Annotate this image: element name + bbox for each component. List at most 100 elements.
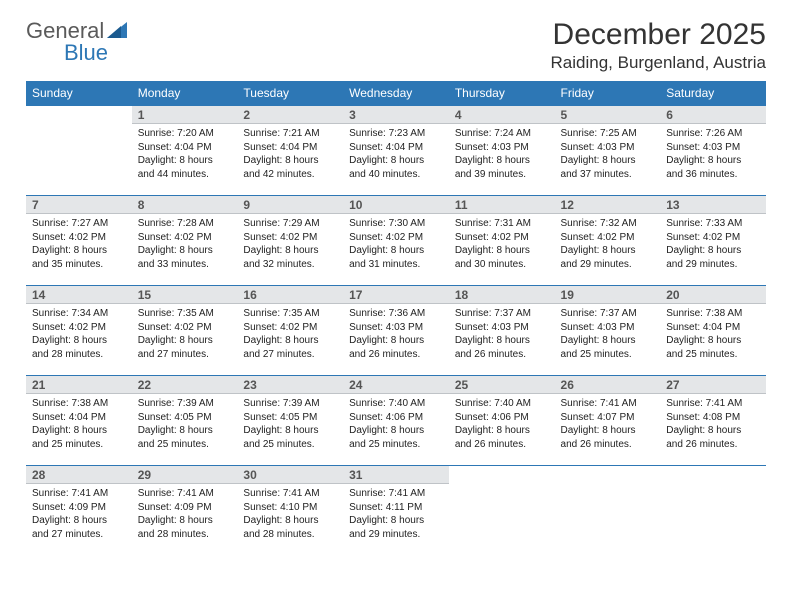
day-number: 18	[449, 286, 555, 303]
sunset-line: Sunset: 4:06 PM	[455, 411, 549, 425]
sunset-line: Sunset: 4:02 PM	[666, 231, 760, 245]
sunset-line: Sunset: 4:03 PM	[455, 321, 549, 335]
day-number: 16	[237, 286, 343, 303]
day-number: 30	[237, 466, 343, 483]
calendar-day-cell: 8Sunrise: 7:28 AMSunset: 4:02 PMDaylight…	[132, 196, 238, 286]
day-body: Sunrise: 7:33 AMSunset: 4:02 PMDaylight:…	[660, 214, 766, 273]
calendar-day-cell: 4Sunrise: 7:24 AMSunset: 4:03 PMDaylight…	[449, 106, 555, 196]
day-number-bar: 13	[660, 196, 766, 214]
day-number: 1	[132, 106, 238, 123]
calendar-day-cell: 30Sunrise: 7:41 AMSunset: 4:10 PMDayligh…	[237, 466, 343, 556]
sunrise-line: Sunrise: 7:38 AM	[666, 307, 760, 321]
calendar-week-row: 14Sunrise: 7:34 AMSunset: 4:02 PMDayligh…	[26, 286, 766, 376]
calendar-day-cell: 9Sunrise: 7:29 AMSunset: 4:02 PMDaylight…	[237, 196, 343, 286]
day-number-bar: 26	[555, 376, 661, 394]
sunrise-line: Sunrise: 7:25 AM	[561, 127, 655, 141]
day-number-bar: 15	[132, 286, 238, 304]
day-number: 10	[343, 196, 449, 213]
calendar-day-cell: 13Sunrise: 7:33 AMSunset: 4:02 PMDayligh…	[660, 196, 766, 286]
day-body: Sunrise: 7:21 AMSunset: 4:04 PMDaylight:…	[237, 124, 343, 183]
weekday-header: Wednesday	[343, 81, 449, 106]
day-body: Sunrise: 7:41 AMSunset: 4:08 PMDaylight:…	[660, 394, 766, 453]
sunrise-line: Sunrise: 7:40 AM	[349, 397, 443, 411]
sunset-line: Sunset: 4:02 PM	[32, 321, 126, 335]
calendar-day-cell: 22Sunrise: 7:39 AMSunset: 4:05 PMDayligh…	[132, 376, 238, 466]
location: Raiding, Burgenland, Austria	[551, 53, 766, 73]
day-body: Sunrise: 7:41 AMSunset: 4:10 PMDaylight:…	[237, 484, 343, 543]
daylight-line: Daylight: 8 hours and 25 minutes.	[349, 424, 443, 451]
sunrise-line: Sunrise: 7:41 AM	[666, 397, 760, 411]
day-number-bar: 1	[132, 106, 238, 124]
day-number-bar: 17	[343, 286, 449, 304]
day-number-bar: 25	[449, 376, 555, 394]
month-title: December 2025	[551, 18, 766, 51]
sunrise-line: Sunrise: 7:38 AM	[32, 397, 126, 411]
sunset-line: Sunset: 4:03 PM	[561, 321, 655, 335]
calendar-day-cell: 23Sunrise: 7:39 AMSunset: 4:05 PMDayligh…	[237, 376, 343, 466]
daylight-line: Daylight: 8 hours and 27 minutes.	[138, 334, 232, 361]
sunrise-line: Sunrise: 7:41 AM	[349, 487, 443, 501]
sunset-line: Sunset: 4:02 PM	[32, 231, 126, 245]
day-number: 15	[132, 286, 238, 303]
calendar-week-row: 1Sunrise: 7:20 AMSunset: 4:04 PMDaylight…	[26, 106, 766, 196]
weekday-header-row: Sunday Monday Tuesday Wednesday Thursday…	[26, 81, 766, 106]
sunrise-line: Sunrise: 7:20 AM	[138, 127, 232, 141]
daylight-line: Daylight: 8 hours and 29 minutes.	[666, 244, 760, 271]
day-number: 13	[660, 196, 766, 213]
calendar-day-cell: 3Sunrise: 7:23 AMSunset: 4:04 PMDaylight…	[343, 106, 449, 196]
day-number: 7	[26, 196, 132, 213]
daylight-line: Daylight: 8 hours and 26 minutes.	[349, 334, 443, 361]
daylight-line: Daylight: 8 hours and 39 minutes.	[455, 154, 549, 181]
weekday-header: Friday	[555, 81, 661, 106]
calendar-day-cell: 2Sunrise: 7:21 AMSunset: 4:04 PMDaylight…	[237, 106, 343, 196]
sunset-line: Sunset: 4:02 PM	[243, 231, 337, 245]
weekday-header: Sunday	[26, 81, 132, 106]
calendar-day-cell: 28Sunrise: 7:41 AMSunset: 4:09 PMDayligh…	[26, 466, 132, 556]
day-number-bar: 11	[449, 196, 555, 214]
sunrise-line: Sunrise: 7:37 AM	[455, 307, 549, 321]
sunset-line: Sunset: 4:07 PM	[561, 411, 655, 425]
day-number-bar: 8	[132, 196, 238, 214]
day-number: 23	[237, 376, 343, 393]
day-number-bar: 27	[660, 376, 766, 394]
day-number-bar: 21	[26, 376, 132, 394]
day-body: Sunrise: 7:28 AMSunset: 4:02 PMDaylight:…	[132, 214, 238, 273]
day-number: 6	[660, 106, 766, 123]
calendar-day-cell: 19Sunrise: 7:37 AMSunset: 4:03 PMDayligh…	[555, 286, 661, 376]
day-number-bar: 12	[555, 196, 661, 214]
day-number-bar: 3	[343, 106, 449, 124]
sunset-line: Sunset: 4:03 PM	[666, 141, 760, 155]
sunset-line: Sunset: 4:02 PM	[455, 231, 549, 245]
calendar-day-cell: 31Sunrise: 7:41 AMSunset: 4:11 PMDayligh…	[343, 466, 449, 556]
sunset-line: Sunset: 4:09 PM	[138, 501, 232, 515]
day-number: 24	[343, 376, 449, 393]
day-number: 22	[132, 376, 238, 393]
sunrise-line: Sunrise: 7:35 AM	[243, 307, 337, 321]
calendar-day-cell: 16Sunrise: 7:35 AMSunset: 4:02 PMDayligh…	[237, 286, 343, 376]
day-body: Sunrise: 7:38 AMSunset: 4:04 PMDaylight:…	[26, 394, 132, 453]
calendar-day-cell: 5Sunrise: 7:25 AMSunset: 4:03 PMDaylight…	[555, 106, 661, 196]
day-body: Sunrise: 7:39 AMSunset: 4:05 PMDaylight:…	[237, 394, 343, 453]
calendar-day-cell: 29Sunrise: 7:41 AMSunset: 4:09 PMDayligh…	[132, 466, 238, 556]
day-body: Sunrise: 7:26 AMSunset: 4:03 PMDaylight:…	[660, 124, 766, 183]
day-number-bar: 20	[660, 286, 766, 304]
calendar-day-cell: 6Sunrise: 7:26 AMSunset: 4:03 PMDaylight…	[660, 106, 766, 196]
daylight-line: Daylight: 8 hours and 25 minutes.	[32, 424, 126, 451]
day-number: 5	[555, 106, 661, 123]
sunset-line: Sunset: 4:02 PM	[138, 231, 232, 245]
calendar-week-row: 28Sunrise: 7:41 AMSunset: 4:09 PMDayligh…	[26, 466, 766, 556]
daylight-line: Daylight: 8 hours and 36 minutes.	[666, 154, 760, 181]
sunset-line: Sunset: 4:02 PM	[138, 321, 232, 335]
daylight-line: Daylight: 8 hours and 28 minutes.	[32, 334, 126, 361]
daylight-line: Daylight: 8 hours and 26 minutes.	[666, 424, 760, 451]
brand-logo: General Blue	[26, 18, 127, 64]
day-number-bar: 2	[237, 106, 343, 124]
day-body: Sunrise: 7:35 AMSunset: 4:02 PMDaylight:…	[237, 304, 343, 363]
day-body: Sunrise: 7:30 AMSunset: 4:02 PMDaylight:…	[343, 214, 449, 273]
day-number: 25	[449, 376, 555, 393]
day-body: Sunrise: 7:41 AMSunset: 4:09 PMDaylight:…	[132, 484, 238, 543]
day-number: 17	[343, 286, 449, 303]
sunset-line: Sunset: 4:05 PM	[243, 411, 337, 425]
calendar-week-row: 21Sunrise: 7:38 AMSunset: 4:04 PMDayligh…	[26, 376, 766, 466]
daylight-line: Daylight: 8 hours and 25 minutes.	[243, 424, 337, 451]
